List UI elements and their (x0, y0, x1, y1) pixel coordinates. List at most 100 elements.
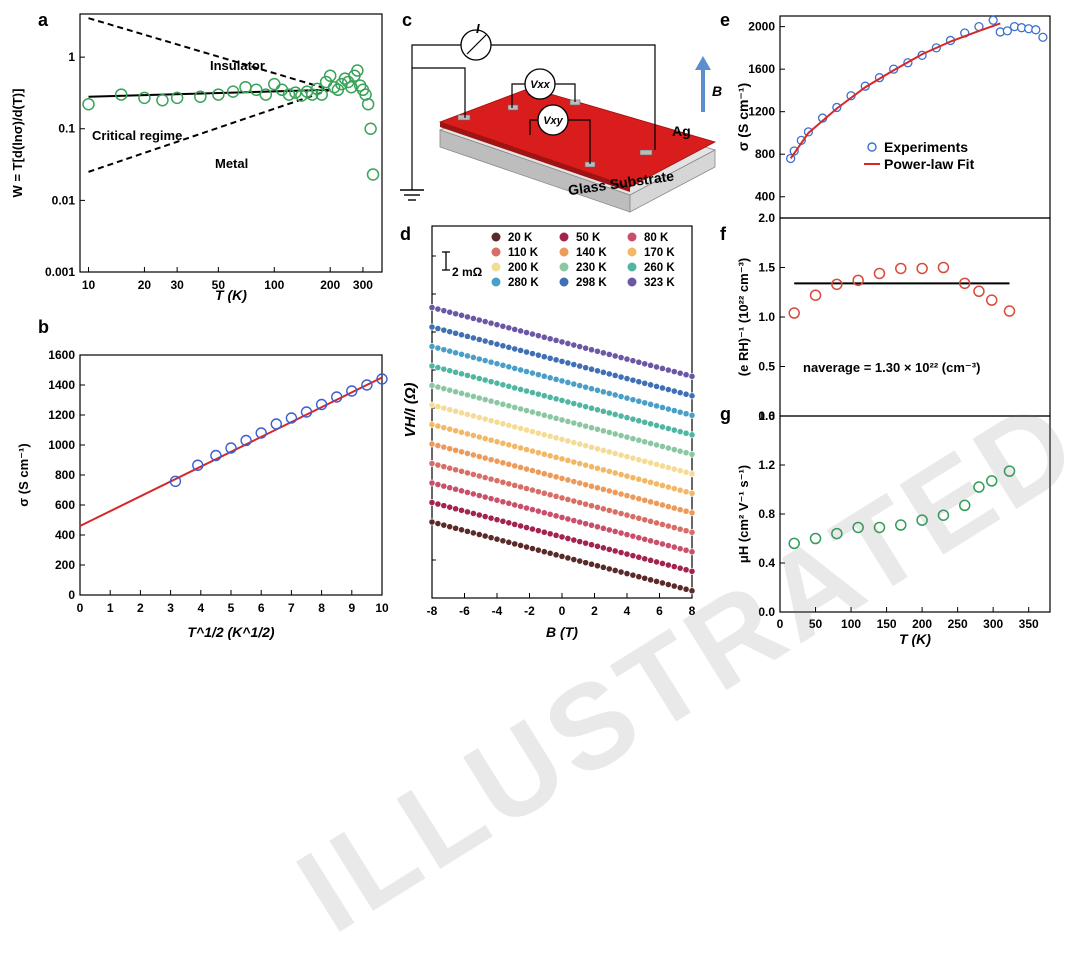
d-point (452, 524, 460, 532)
panel-b-ylabel: σ (S cm⁻¹) (16, 443, 31, 506)
d-point (647, 361, 655, 369)
b-point (376, 373, 388, 385)
d-point (440, 463, 448, 471)
electrode-left (457, 114, 471, 121)
d-point (452, 368, 460, 376)
d-point (558, 494, 566, 502)
a-ytick-label: 0.01 (52, 193, 76, 207)
wire-left (411, 67, 466, 182)
d-legend-marker (491, 232, 501, 242)
d-point (641, 496, 649, 504)
d-point (546, 393, 554, 401)
panel-d-ticks: -8 -6 -4 -2 0 2 4 6 8 (427, 255, 696, 618)
d-point (487, 417, 495, 425)
f-point (937, 261, 950, 274)
d-point (523, 465, 530, 473)
d-point (523, 329, 530, 336)
d-point (582, 364, 590, 372)
d-point (446, 406, 454, 414)
g-point (873, 521, 886, 534)
d-point (499, 537, 507, 545)
d-legend-marker (491, 247, 501, 257)
d-point (529, 369, 536, 377)
e-point (1038, 32, 1048, 42)
d-point (594, 347, 601, 355)
current-label: I (476, 21, 480, 36)
d-point (499, 381, 507, 389)
d-point (605, 448, 613, 456)
d-point (511, 520, 519, 528)
d-point (617, 510, 625, 517)
d-point (434, 305, 442, 313)
d-point (558, 396, 566, 404)
b-point (169, 475, 182, 487)
d-point (464, 430, 471, 438)
d-point (635, 378, 643, 386)
d-point (676, 447, 684, 455)
f-ytick-label: 0.5 (758, 360, 775, 374)
d-point (434, 500, 442, 508)
d-point (475, 531, 483, 538)
d-point (605, 526, 613, 534)
d-point (629, 376, 637, 384)
panel-f: f 0.0 0.5 1.0 1.5 2.0 naverage = 1.30 × 10²²… (720, 211, 1051, 423)
d-point (688, 450, 696, 458)
b-xtick-label: 6 (258, 601, 265, 615)
d-point (605, 468, 613, 475)
d-point (629, 571, 637, 579)
d-point (487, 319, 495, 327)
d-point (546, 491, 554, 499)
d-point (664, 464, 672, 471)
d-series-5 (428, 421, 696, 497)
d-legend-label: 230 K (576, 262, 607, 274)
e-fit-line (789, 22, 1001, 160)
d-point (611, 469, 619, 477)
d-point (576, 557, 584, 565)
d-point (469, 315, 477, 322)
d-point (511, 481, 519, 489)
d-point (552, 531, 560, 539)
d-point (617, 568, 625, 576)
d-point (534, 390, 542, 398)
d-point (682, 527, 690, 535)
g-xtick-label: 200 (912, 617, 932, 631)
d-point (576, 440, 584, 448)
b-point (331, 391, 343, 403)
a-point (327, 80, 341, 94)
d-point (676, 389, 684, 397)
d-point (670, 504, 678, 512)
d-point (487, 456, 495, 464)
panel-e-fit (789, 22, 1001, 160)
d-point (505, 421, 513, 429)
d-point (464, 527, 471, 535)
d-point (647, 459, 655, 467)
a-point (138, 91, 151, 105)
d-point (688, 509, 696, 517)
g-point (1003, 465, 1016, 477)
b-point (255, 427, 267, 439)
d-point (428, 479, 436, 487)
d-xtick-label: 2 (591, 604, 598, 618)
panel-g-ticks: 0 50 100 150 200 250 300 350 0.0 0.4 0.8 1.2 1.6 (758, 409, 1039, 631)
d-point (664, 366, 672, 374)
d-point (594, 425, 601, 433)
d-point (540, 431, 548, 439)
a-point (364, 122, 377, 135)
d-point (552, 434, 560, 442)
d-point (653, 480, 660, 488)
panel-g: g 0 50 100 150 200 250 300 350 0.0 0.4 0.8 1.2 1.6 μ… (720, 404, 1051, 647)
d-point (594, 445, 601, 453)
d-point (446, 503, 454, 511)
f-point (852, 274, 864, 287)
d-point (635, 397, 643, 405)
d-point (552, 375, 560, 383)
d-point (499, 342, 507, 350)
b-xtick-label: 5 (228, 601, 235, 615)
b-point (315, 398, 328, 411)
d-point (523, 524, 530, 531)
d-point (576, 538, 584, 545)
d-point (511, 364, 519, 372)
d-point (505, 363, 513, 371)
d-series-6 (428, 401, 696, 478)
d-point (670, 407, 678, 415)
